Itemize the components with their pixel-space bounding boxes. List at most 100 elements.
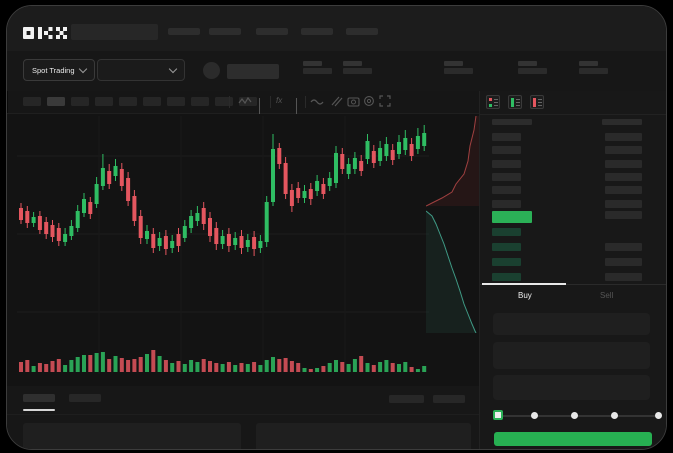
ticker-stat-5 [579,61,608,74]
divider [305,96,306,108]
chart-toolbar: fx [7,91,479,116]
nav-menu-item-3[interactable] [256,28,288,35]
last-price-bar[interactable] [492,211,532,223]
slider-stop-50[interactable] [571,412,578,419]
bottom-right-control-1[interactable] [389,395,424,403]
chevron-down-icon [78,64,87,73]
ask-row-6[interactable] [492,199,521,208]
orders-panel-left [23,423,241,449]
bid-row-1[interactable] [492,228,521,236]
pair-coin-avatar [203,62,220,79]
ask-size-1[interactable] [605,133,642,141]
price-input-field[interactable] [493,313,650,335]
market-toolbar: Spot Trading [7,51,666,91]
timeframe-button-7[interactable] [167,97,185,106]
line-style-icon[interactable] [310,95,324,107]
timeframe-button-6[interactable] [143,97,161,106]
ask-row-3[interactable] [492,159,521,168]
camera-icon[interactable] [347,95,360,107]
candlestick-chart-svg [17,116,429,374]
divider [229,96,230,108]
timeframe-button-5[interactable] [119,97,137,106]
nav-menu-item-2[interactable] [209,28,241,35]
ask-row-2[interactable] [492,146,521,155]
divider [7,414,479,415]
slider-stop-25[interactable] [531,412,538,419]
market-type-label: Spot Trading [32,65,75,75]
depth-chart-overlay [426,116,479,333]
divider [480,114,666,115]
orderbook-header-left [492,119,532,125]
timeframe-button-8[interactable] [191,97,209,106]
indicator-fx-icon[interactable]: fx [276,96,283,105]
market-type-dropdown[interactable]: Spot Trading [23,59,95,81]
amount-input-field[interactable] [493,342,650,369]
timeframe-button-3[interactable] [71,97,89,106]
bottom-tab-1[interactable] [23,394,55,402]
top-navbar [7,6,666,51]
candle-type-icon[interactable] [238,95,252,107]
pair-selector-dropdown[interactable] [97,59,185,81]
ask-row-1[interactable] [492,133,521,141]
ask-row-5[interactable] [492,186,521,195]
chevron-down-icon [168,64,178,74]
timeframe-button-4[interactable] [95,97,113,106]
ask-size-4[interactable] [605,172,642,181]
nav-menu-item-4[interactable] [301,28,333,35]
ask-size-2[interactable] [605,146,642,155]
orders-panel-right [256,423,471,449]
bid-row-3[interactable] [492,258,521,266]
orderbook-view-toggles [486,95,544,111]
okx-logo[interactable] [23,26,67,44]
slider-stop-100[interactable] [655,412,662,419]
pair-name-placeholder [227,64,279,79]
timeframe-button-10[interactable] [239,97,257,106]
bottom-right-control-2[interactable] [433,395,465,403]
ask-size-3[interactable] [605,159,642,168]
buy-submit-button[interactable] [494,432,652,446]
ticker-stat-1 [303,61,332,74]
total-input-field[interactable] [493,375,650,400]
bottom-orders-section [7,386,479,449]
divider [270,96,271,108]
trade-panel: Buy Sell [479,91,666,449]
ask-size-6[interactable] [605,199,642,208]
ticker-stat-4 [518,61,547,74]
tab-buy[interactable]: Buy [518,291,532,300]
book-bids-icon[interactable] [508,95,522,109]
slider-handle[interactable] [493,410,503,420]
ask-size-5[interactable] [605,186,642,195]
fullscreen-icon[interactable] [379,95,391,107]
tab-sell[interactable]: Sell [600,291,614,300]
nav-menu-item-5[interactable] [346,28,378,35]
bid-size-4[interactable] [605,273,642,281]
device-frame: Spot Trading fx [6,5,667,450]
bid-size-3[interactable] [605,258,642,266]
orderbook-header-right [602,119,642,125]
last-row-size[interactable] [605,211,642,219]
timeframe-button-9[interactable] [215,97,233,106]
slider-stop-75[interactable] [611,412,618,419]
ask-row-4[interactable] [492,172,521,181]
bid-row-4[interactable] [492,273,521,281]
price-chart[interactable] [7,114,479,386]
ticker-stat-3 [444,61,473,74]
buy-tab-underline [482,283,566,285]
active-tab-underline [23,409,55,411]
bottom-tab-2[interactable] [69,394,101,402]
draw-tools-icon[interactable] [330,95,343,107]
bid-size-2[interactable] [605,243,642,251]
book-both-icon[interactable] [486,95,500,109]
settings-circle-icon[interactable] [363,95,375,107]
timeframe-button-2[interactable] [47,97,65,106]
book-asks-icon[interactable] [530,95,544,109]
amount-slider[interactable] [493,409,662,423]
ticker-stat-2 [343,61,372,74]
divider [480,284,666,285]
nav-menu-item-1[interactable] [168,28,200,35]
bid-row-2[interactable] [492,243,521,251]
nav-search-input[interactable] [71,24,158,40]
okx-logo-icon [23,27,67,39]
timeframe-button-1[interactable] [23,97,41,106]
